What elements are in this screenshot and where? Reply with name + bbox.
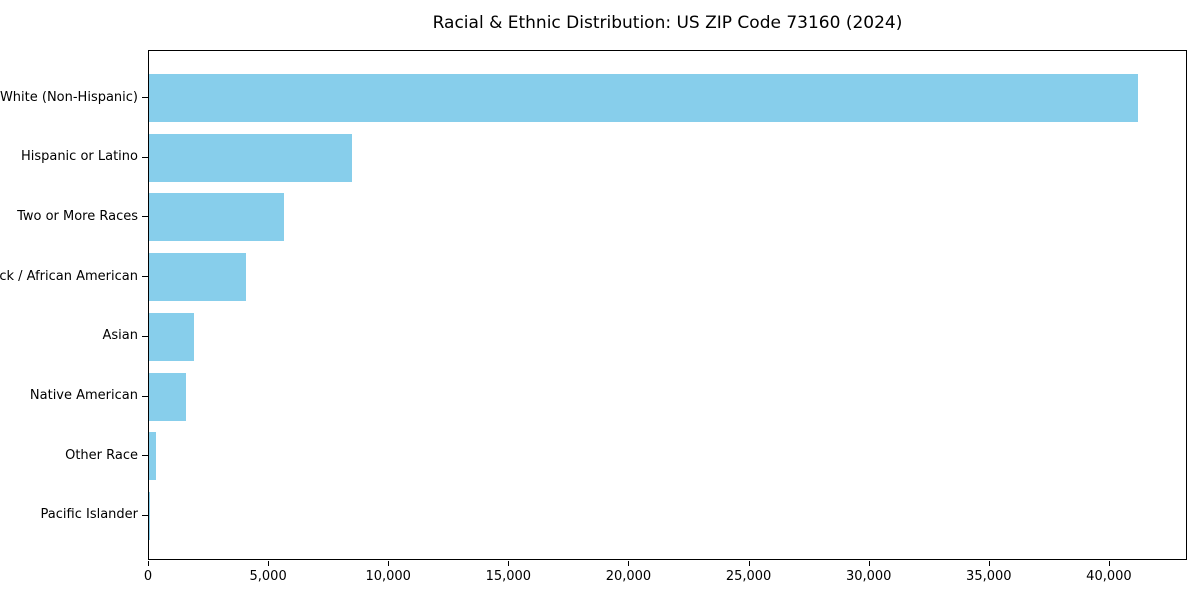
y-tick-mark <box>142 97 148 98</box>
y-tick-mark <box>142 514 148 516</box>
x-tick-label-30000: 30,000 <box>845 569 892 584</box>
y-tick-label-hispanic-or-latino: Hispanic or Latino <box>20 149 138 165</box>
y-tick-label-other-race: Other Race <box>65 447 138 463</box>
y-tick-label-pacific-islander: Pacific Islander <box>40 507 138 523</box>
plot-area <box>148 50 1187 560</box>
y-tick-mark <box>142 156 148 158</box>
bar-native-american <box>149 372 187 421</box>
x-tick-mark <box>628 561 630 566</box>
bar-black-african-american <box>149 253 246 302</box>
y-tick-mark <box>142 276 148 278</box>
x-tick-label-40000: 40,000 <box>1086 569 1132 584</box>
x-tick-mark <box>388 561 390 566</box>
bar-other-race <box>149 432 156 481</box>
x-tick-label-0: 0 <box>143 569 153 584</box>
x-tick-mark <box>268 561 270 566</box>
x-tick-mark <box>508 561 510 566</box>
x-tick-label-5000: 5,000 <box>249 569 287 584</box>
x-tick-mark <box>148 561 149 566</box>
y-tick-label-two-or-more-races: Two or More Races <box>17 208 138 224</box>
y-tick-label-native-american: Native American <box>29 388 138 403</box>
x-tick-label-10000: 10,000 <box>365 569 411 584</box>
y-tick-mark <box>142 395 148 397</box>
bar-two-or-more-races <box>149 193 284 242</box>
bar-white-non-hispanic <box>149 74 1138 122</box>
bar-pacific-islander <box>149 491 150 540</box>
x-tick-mark <box>868 561 870 566</box>
y-tick-mark <box>142 455 148 457</box>
x-tick-label-25000: 25,000 <box>725 569 772 584</box>
y-tick-label-asian: Asian <box>102 328 138 344</box>
x-tick-label-15000: 15,000 <box>485 569 532 584</box>
y-tick-label-black-african-american: Black / African American <box>0 268 138 284</box>
x-tick-mark <box>1108 561 1110 566</box>
bar-asian <box>149 312 194 361</box>
y-tick-mark <box>142 216 148 218</box>
y-tick-label-white-non-hispanic: White (Non-Hispanic) <box>0 89 138 105</box>
x-tick-label-35000: 35,000 <box>966 569 1012 584</box>
y-tick-mark <box>142 335 148 337</box>
bar-hispanic-or-latino <box>149 133 353 182</box>
x-tick-mark <box>748 561 750 566</box>
x-tick-mark <box>988 561 990 566</box>
x-tick-label-20000: 20,000 <box>605 569 652 584</box>
chart-title: Racial & Ethnic Distribution: US ZIP Cod… <box>432 13 903 33</box>
